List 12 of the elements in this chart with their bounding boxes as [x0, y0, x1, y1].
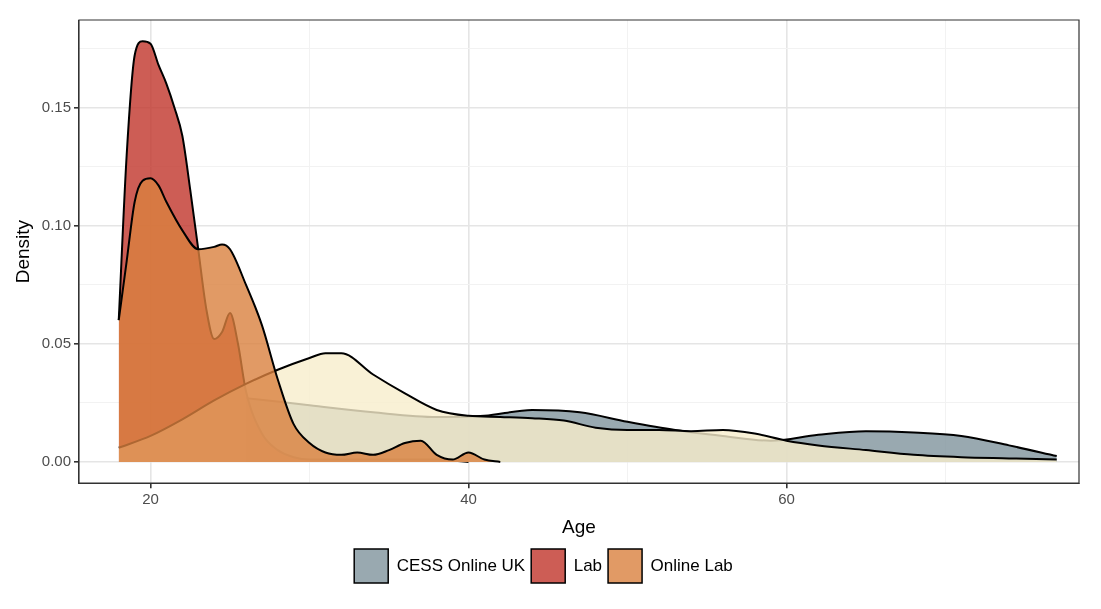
y-axis-title: Density — [11, 219, 33, 284]
legend-label: Lab — [573, 555, 603, 575]
y-tick-label: 0.05 — [41, 333, 71, 351]
y-tick-label: 0.15 — [41, 97, 71, 115]
x-tick-label: 20 — [142, 490, 159, 508]
x-axis-title: Age — [562, 515, 596, 537]
legend-label: CESS Online UK — [396, 555, 526, 575]
x-tick-label: 40 — [460, 490, 477, 508]
x-tick-label: 60 — [778, 490, 795, 508]
legend-label: Online Lab — [650, 555, 733, 575]
y-tick-label: 0.00 — [41, 452, 71, 470]
y-tick-label: 0.10 — [41, 215, 71, 233]
